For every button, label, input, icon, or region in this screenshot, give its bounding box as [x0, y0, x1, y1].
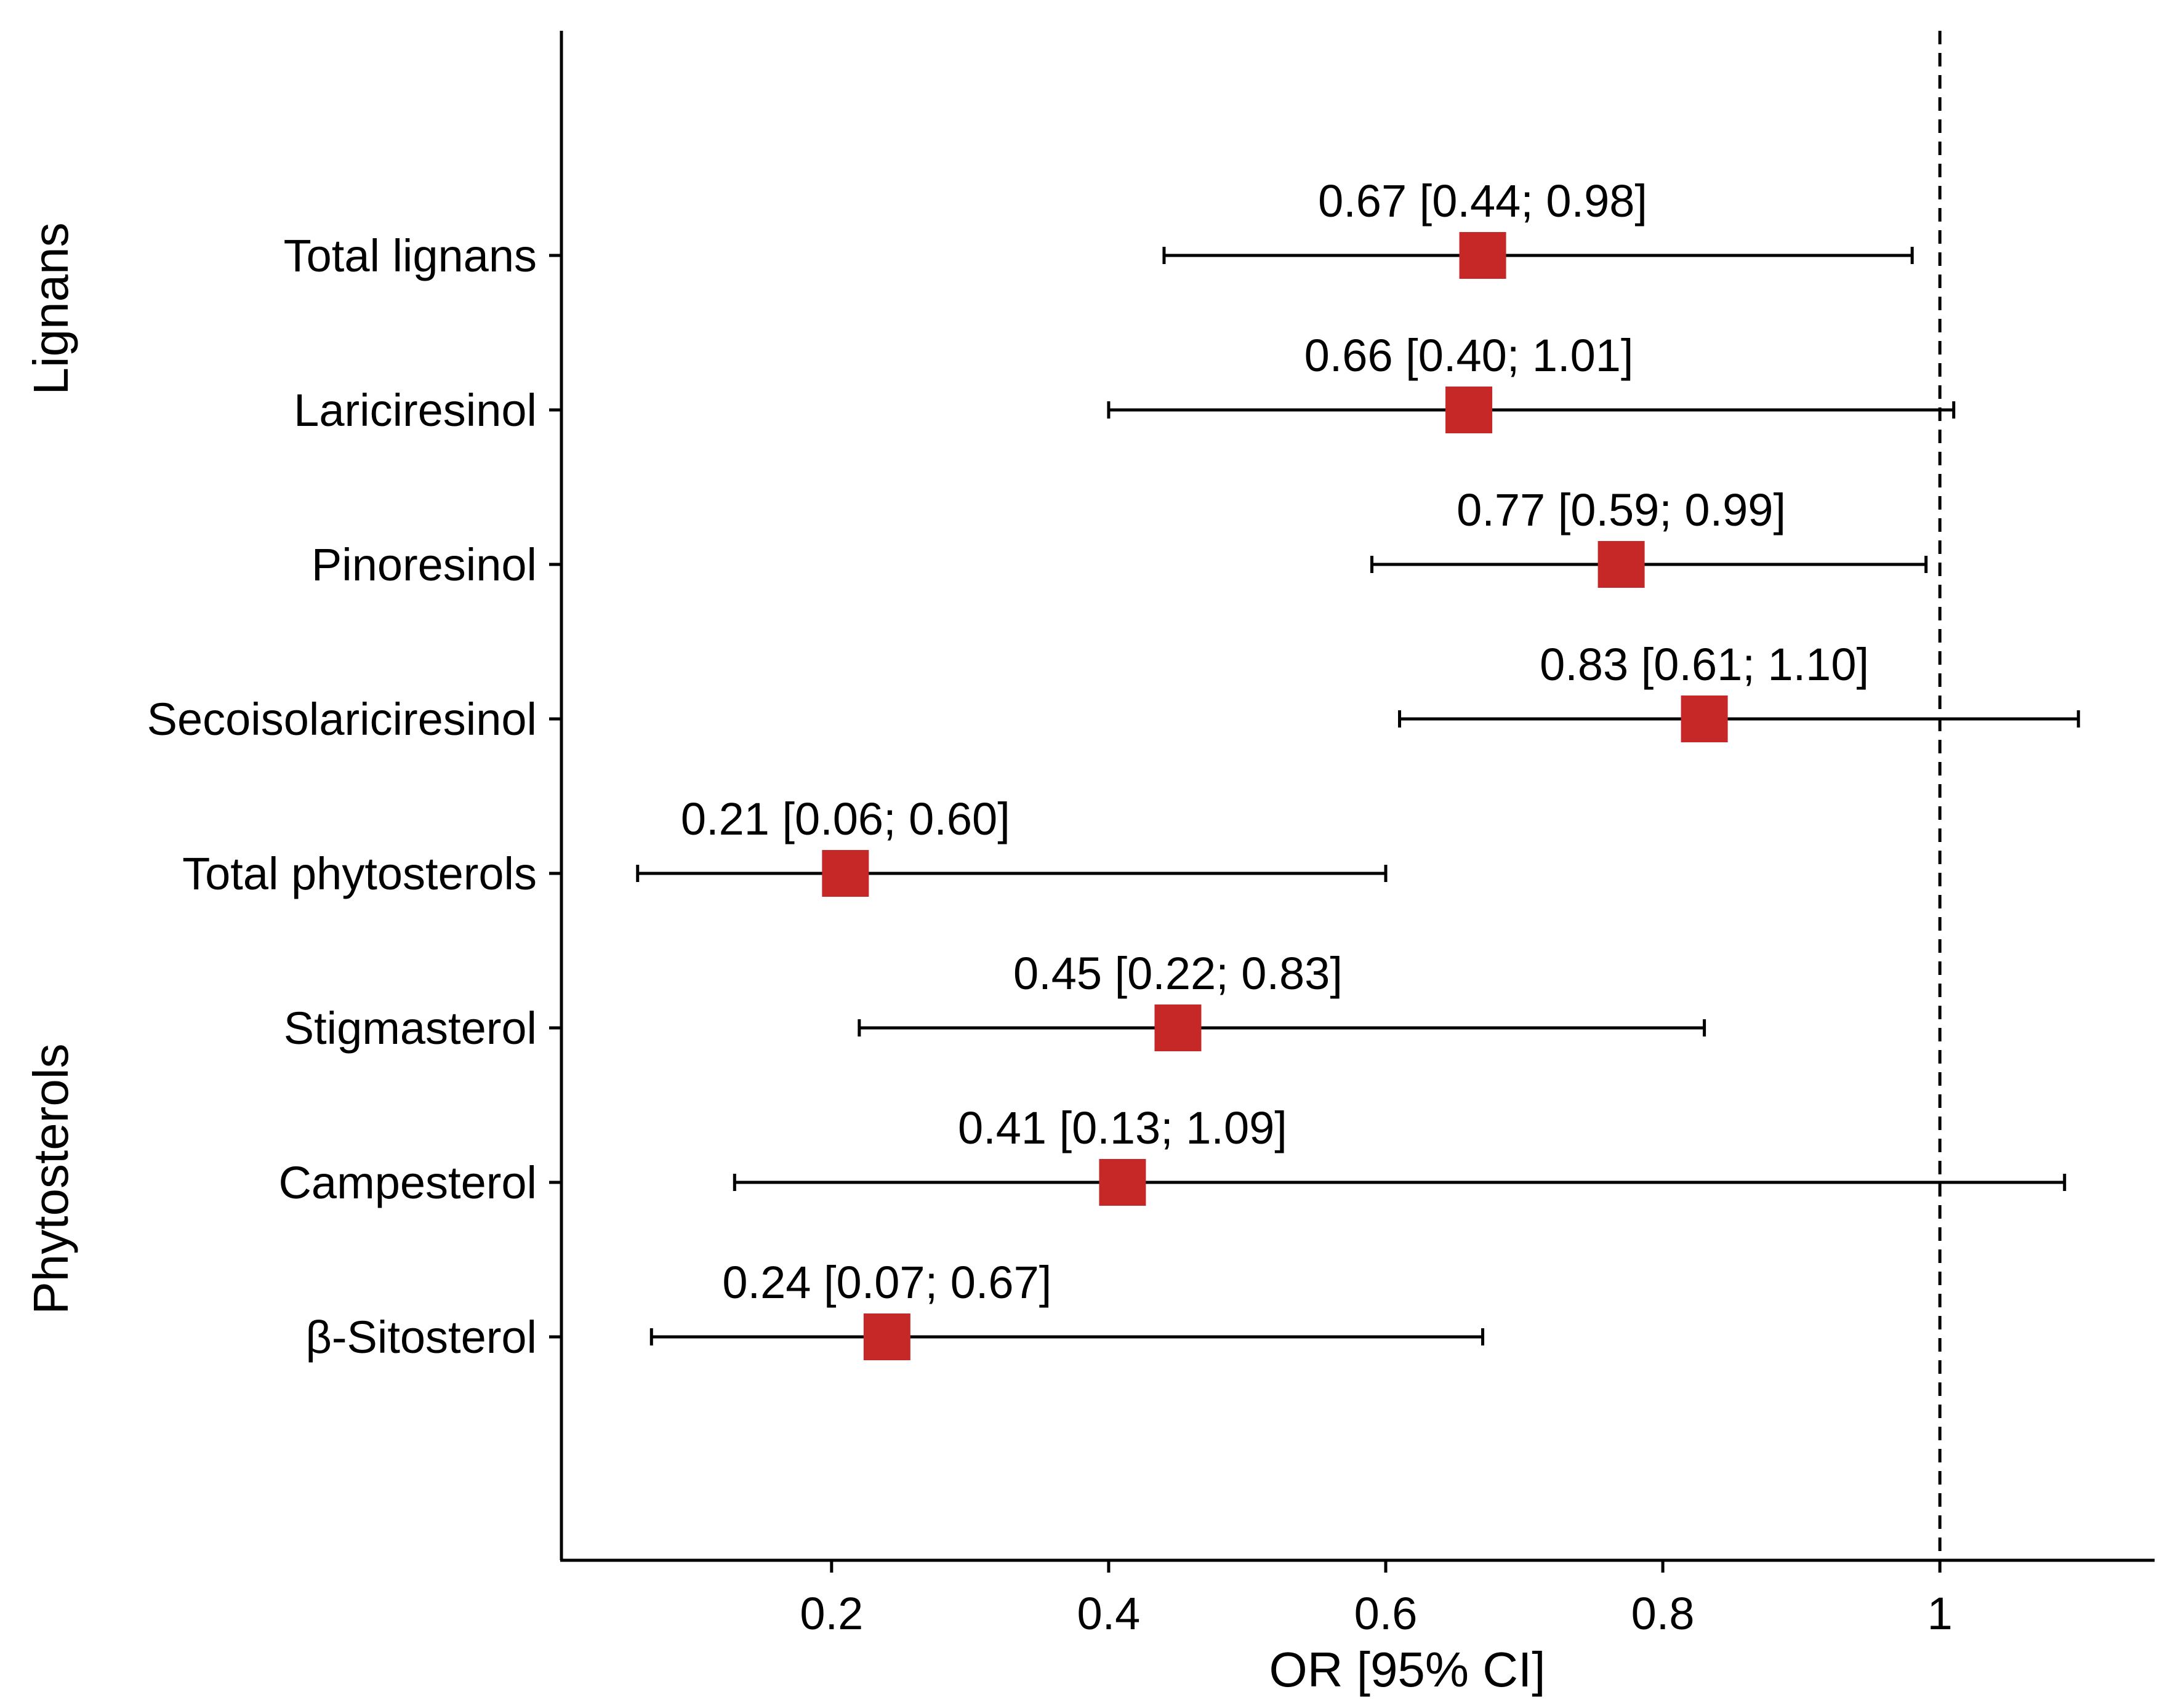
point-estimate: [1099, 1159, 1146, 1206]
estimate-label: 0.77 [0.59; 0.99]: [1457, 484, 1786, 535]
x-tick-label: 0.2: [800, 1588, 863, 1639]
row-label: Total phytosterols: [182, 848, 537, 899]
row-label: Campesterol: [278, 1157, 537, 1208]
row-label: β-Sitosterol: [305, 1312, 537, 1363]
estimate-label: 0.67 [0.44; 0.98]: [1318, 175, 1647, 227]
forest-row: Campesterol 0.41 [0.13; 1.09]: [278, 1102, 2067, 1208]
estimate-label: 0.66 [0.40; 1.01]: [1304, 330, 1634, 381]
forest-row: Lariciresinol 0.66 [0.40; 1.01]: [294, 330, 1956, 436]
point-estimate: [1597, 541, 1645, 588]
x-tick-label: 1: [1927, 1588, 1953, 1639]
row-label: Pinoresinol: [311, 539, 537, 590]
row-label: Secoisolariciresinol: [147, 694, 537, 745]
row-label: Lariciresinol: [294, 385, 537, 436]
point-estimate: [863, 1313, 910, 1360]
point-estimate: [1445, 387, 1493, 433]
x-tick-label: 0.6: [1354, 1588, 1418, 1639]
x-tick-label: 0.8: [1631, 1588, 1695, 1639]
group-label: Lignans: [23, 222, 78, 395]
point-estimate: [822, 850, 869, 897]
forest-row: Total lignans 0.67 [0.44; 0.98]: [284, 175, 1914, 281]
forest-row: Stigmasterol 0.45 [0.22; 0.83]: [284, 948, 1706, 1054]
forest-row: Pinoresinol 0.77 [0.59; 0.99]: [311, 484, 1928, 590]
estimate-label: 0.45 [0.22; 0.83]: [1013, 948, 1343, 999]
forest-row: Secoisolariciresinol 0.83 [0.61; 1.10]: [147, 639, 2080, 745]
estimate-label: 0.21 [0.06; 0.60]: [681, 793, 1010, 844]
estimate-label: 0.41 [0.13; 1.09]: [958, 1102, 1287, 1153]
row-label: Stigmasterol: [284, 1003, 537, 1054]
point-estimate: [1459, 232, 1506, 279]
x-tick-label: 0.4: [1077, 1588, 1140, 1639]
point-estimate: [1681, 696, 1728, 742]
point-estimate: [1154, 1004, 1202, 1051]
x-axis-title: OR [95% CI]: [1269, 1642, 1545, 1697]
row-label: Total lignans: [284, 230, 537, 281]
forest-row: β-Sitosterol 0.24 [0.07; 0.67]: [305, 1257, 1485, 1363]
estimate-label: 0.24 [0.07; 0.67]: [722, 1257, 1051, 1308]
forest-row: Total phytosterols 0.21 [0.06; 0.60]: [182, 793, 1388, 899]
estimate-label: 0.83 [0.61; 1.10]: [1540, 639, 1869, 690]
group-label: Phytosterols: [23, 1043, 78, 1314]
